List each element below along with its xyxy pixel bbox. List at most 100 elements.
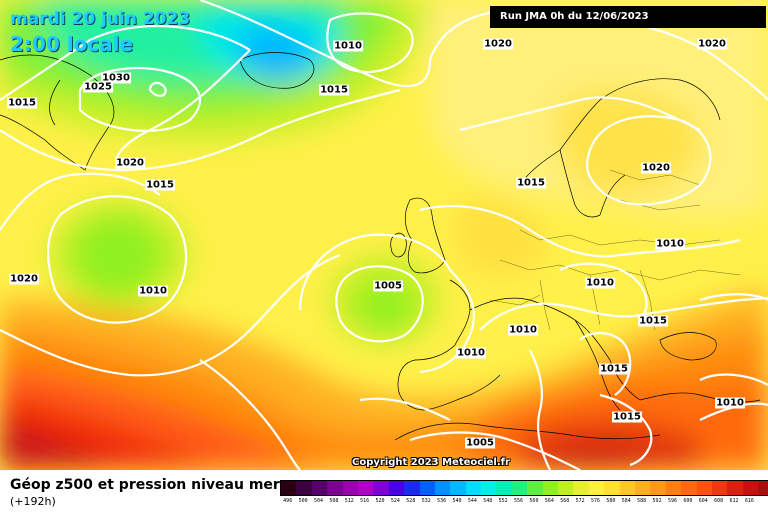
- color-scale-swatch: [758, 481, 768, 495]
- color-scale-swatch: [558, 481, 574, 495]
- isobar-label: 1010: [333, 40, 363, 52]
- color-scale-label: 556: [514, 498, 524, 504]
- color-scale-swatch: [542, 481, 559, 495]
- color-scale-swatch: [373, 481, 389, 495]
- color-scale: [280, 480, 768, 496]
- isobar-label: 1010: [138, 285, 168, 297]
- color-scale-label: 508: [329, 498, 339, 504]
- isobar-label: 1005: [465, 437, 495, 449]
- color-scale-swatch: [619, 481, 635, 495]
- color-scale-label: 500: [298, 498, 308, 504]
- color-scale-label: 612: [729, 498, 739, 504]
- isobar-label: 1010: [655, 238, 685, 250]
- run-info-box: Run JMA 0h du 12/06/2023: [490, 6, 766, 28]
- isobar-label: 1020: [697, 38, 727, 50]
- color-scale-label: 616: [744, 498, 754, 504]
- isobar-label: 1030: [101, 72, 131, 84]
- color-scale-swatch: [573, 481, 589, 495]
- forecast-date: mardi 20 juin 2023: [10, 9, 191, 29]
- color-scale-label: 592: [652, 498, 662, 504]
- color-scale-label: 540: [452, 498, 462, 504]
- color-scale-label: 560: [529, 498, 539, 504]
- color-scale-swatch: [511, 481, 528, 495]
- color-scale-swatch: [404, 481, 420, 495]
- color-scale-label: [757, 498, 768, 504]
- color-scale-swatch: [681, 481, 697, 495]
- color-scale-swatch: [742, 481, 759, 495]
- forecast-local-time: 2:00 locale: [10, 32, 134, 56]
- color-scale-label: 572: [575, 498, 585, 504]
- color-scale-swatch: [604, 481, 620, 495]
- color-scale-swatch: [496, 481, 512, 495]
- color-scale-swatch: [711, 481, 728, 495]
- color-scale-swatch: [450, 481, 466, 495]
- coastlines: [0, 52, 761, 441]
- color-scale-label: 548: [483, 498, 493, 504]
- color-scale-swatch: [281, 481, 297, 495]
- color-scale-label: 496: [283, 498, 293, 504]
- map-title: Géop z500 et pression niveau mer: [10, 477, 280, 493]
- isobar-label: 1020: [483, 38, 513, 50]
- color-scale-swatch: [342, 481, 358, 495]
- color-scale-swatch: [727, 481, 743, 495]
- isobar-label: 1015: [638, 315, 668, 327]
- color-scale-swatch: [634, 481, 651, 495]
- color-scale-label: 524: [390, 498, 400, 504]
- color-scale-swatch: [311, 481, 328, 495]
- isobar-label: 1025: [83, 81, 113, 93]
- isobar-label: 1015: [516, 177, 546, 189]
- color-scale-label: 588: [637, 498, 647, 504]
- copyright-notice: Copyright 2023 Meteociel.fr: [352, 457, 510, 468]
- isobar-label: 1005: [373, 280, 403, 292]
- isobar-label: 1015: [7, 97, 37, 109]
- color-scale-label: 516: [360, 498, 370, 504]
- weather-map: [0, 0, 768, 470]
- isobar-label: 1015: [319, 84, 349, 96]
- color-scale-swatch: [296, 481, 312, 495]
- color-scale-swatch: [527, 481, 543, 495]
- color-scale-label: 580: [606, 498, 616, 504]
- color-scale-label: 552: [498, 498, 508, 504]
- color-scale-swatch: [696, 481, 712, 495]
- color-scale-swatch: [388, 481, 405, 495]
- color-scale-label: 504: [313, 498, 323, 504]
- color-scale-label: 536: [437, 498, 447, 504]
- color-scale-label: 528: [406, 498, 416, 504]
- isobar-label: 1020: [115, 157, 145, 169]
- forecast-lead-time: (+192h): [10, 495, 56, 508]
- color-scale-label: 512: [344, 498, 354, 504]
- color-scale-swatch: [465, 481, 482, 495]
- isobar-label: 1015: [599, 363, 629, 375]
- color-scale-swatch: [665, 481, 682, 495]
- isobar-label: 1015: [145, 179, 175, 191]
- legend-footer: Géop z500 et pression niveau mer (+192h)…: [0, 470, 768, 512]
- color-scale-swatch: [481, 481, 497, 495]
- isobar-label: 1015: [612, 411, 642, 423]
- color-scale-swatch: [650, 481, 666, 495]
- color-scale-label: 596: [667, 498, 677, 504]
- color-scale-label: 584: [621, 498, 631, 504]
- color-scale-label: 576: [590, 498, 601, 504]
- color-scale-label: 600: [683, 498, 693, 504]
- isobar-label: 1020: [641, 162, 671, 174]
- color-scale-label: 568: [560, 498, 570, 504]
- color-scale-label: 544: [467, 498, 477, 504]
- color-scale-label: 532: [421, 498, 431, 504]
- isobar-label: 1010: [585, 277, 615, 289]
- isobar-label: 1010: [715, 397, 745, 409]
- color-scale-swatch: [588, 481, 605, 495]
- isobar-label: 1010: [508, 324, 538, 336]
- color-scale-label: 604: [698, 498, 708, 504]
- color-scale-swatch: [327, 481, 343, 495]
- isobar-label: 1020: [9, 273, 39, 285]
- color-scale-swatch: [434, 481, 451, 495]
- color-scale-label: 564: [544, 498, 554, 504]
- color-scale-labels: 496 500 504 508 512 516 520 524 528 532 536 540 544 5…: [280, 498, 768, 504]
- geopotential-field: [0, 0, 768, 470]
- isobar-label: 1010: [456, 347, 486, 359]
- color-scale-label: 520: [375, 498, 385, 504]
- color-scale-swatch: [419, 481, 435, 495]
- color-scale-label: 608: [714, 498, 724, 504]
- color-scale-swatch: [357, 481, 374, 495]
